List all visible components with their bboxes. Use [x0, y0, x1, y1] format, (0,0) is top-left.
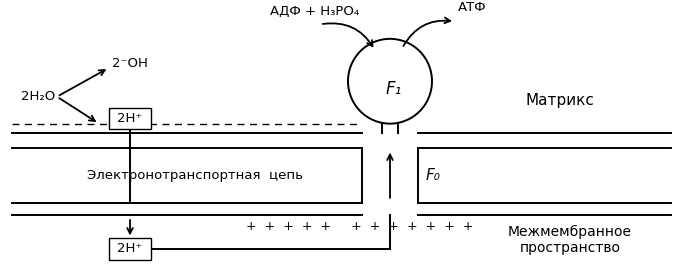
FancyBboxPatch shape — [382, 124, 398, 133]
Text: 2Н⁺: 2Н⁺ — [117, 112, 143, 125]
Ellipse shape — [348, 39, 432, 124]
FancyBboxPatch shape — [109, 108, 151, 129]
Text: АТФ: АТФ — [458, 1, 486, 14]
FancyBboxPatch shape — [109, 238, 151, 259]
Text: Матрикс: Матрикс — [525, 93, 594, 108]
Text: F₁: F₁ — [386, 80, 402, 98]
Text: 2Н₂О: 2Н₂О — [20, 90, 55, 103]
Text: F₀: F₀ — [426, 168, 441, 183]
Text: Электронотранспортная  цепь: Электронотранспортная цепь — [87, 169, 303, 182]
Text: 2Н⁺: 2Н⁺ — [117, 242, 143, 255]
Text: +  +  +  +  +     +  +  +  +  +  +  +: + + + + + + + + + + + + — [247, 220, 474, 233]
Text: Межмембранное
пространство: Межмембранное пространство — [508, 225, 632, 255]
Text: 2⁻ОН: 2⁻ОН — [112, 57, 148, 70]
Text: АДФ + Н₃РО₄: АДФ + Н₃РО₄ — [270, 5, 359, 18]
